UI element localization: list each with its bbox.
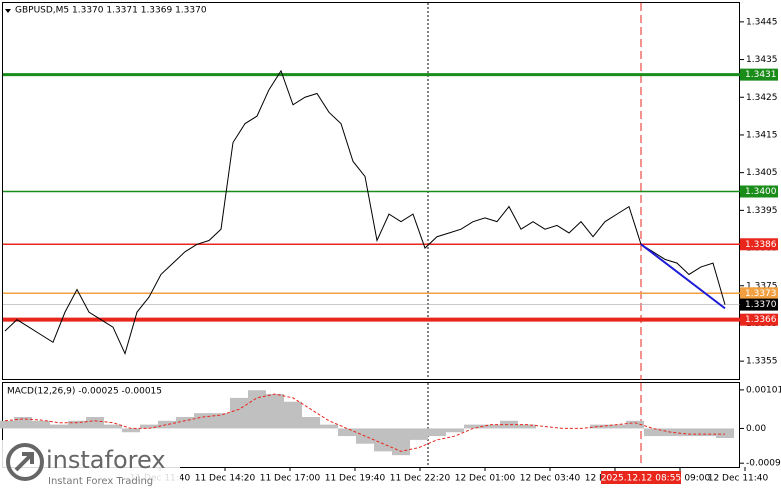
macd-bar [140,424,158,429]
x-tick-label: 12 Dec 03:40 [520,474,581,484]
x-tick-label: 11 Dec 22:20 [390,474,451,484]
x-tick-label: 11 Dec 14:20 [195,474,256,484]
level-label: 1.3370 [745,300,777,310]
x-tick-label: 11 Dec 17:00 [260,474,321,484]
price-line [4,69,726,356]
macd-title: MACD(12,26,9) -0.00025 -0.00015 [7,387,162,397]
macd-bar [50,424,68,429]
macd-bar [176,416,194,429]
y-tick-label: 1.3395 [746,206,778,216]
macd-bar [644,428,662,437]
y-tick-label: -0.00091 [746,459,781,469]
macd-bar [302,416,320,429]
macd-bar [716,428,734,438]
x-tick-label: 11 Dec 19:40 [325,474,386,484]
y-tick-label: 1.3435 [746,55,778,65]
marker-label: 2025.12.12 08:55 [601,474,681,484]
macd-bar [410,428,428,440]
macd-bar [230,397,248,429]
macd-bar [86,416,104,429]
y-tick-label: 1.3355 [746,357,778,367]
y-tick-label: 0.00 [746,424,766,434]
logo-tagline: Instant Forex Trading [48,476,153,487]
trendline [640,243,726,310]
level-tag [740,287,778,300]
macd-bar [122,428,140,433]
x-tick-label: 12 Dec 01:00 [455,474,516,484]
level-label: 1.3431 [745,70,777,80]
header: GBPUSD,M5 1.3370 1.3371 1.3369 1.3370 [15,6,207,16]
macd-bar [428,428,446,437]
signal-line [4,393,725,452]
macd-bar [608,424,626,429]
y-tick-label: 1.3375 [746,281,778,291]
logo-name: instaforex [46,446,166,474]
macd-bar [104,424,122,429]
macd-bar [284,401,302,429]
macd-bar [446,428,464,433]
macd-bar [68,420,86,429]
level-label: 1.3386 [745,240,777,250]
y-tick-label: 1.3445 [746,17,778,27]
macd-bar [464,424,482,429]
level-tag [740,313,778,326]
macd-bar [14,416,32,429]
macd-bar [158,420,176,429]
macd-bar [212,413,230,429]
logo-icon [6,443,44,481]
y-tick-label: 1.3425 [746,93,778,103]
macd-bar [500,420,518,429]
y-tick-label: 1.3415 [746,130,778,140]
y-tick-label: 0.00101 [746,385,781,395]
macd-bar [626,420,644,429]
macd-bar [266,394,284,429]
marker-tag [601,471,681,484]
logo-arrow [14,452,34,472]
macd-bar [680,428,698,437]
menu-arrow [5,9,11,13]
level-label: 1.3400 [745,187,777,197]
macd-bar [590,424,608,429]
macd-bar [392,428,410,456]
macd-bar [338,428,356,437]
x-tick-label: 12 Dec 11:40 [708,474,769,484]
logo: instaforex Instant Forex Trading [2,440,180,487]
macd-bar [32,420,50,429]
level-tag [740,298,778,311]
level-label: 1.3373 [745,289,777,299]
macd-bar [0,420,14,429]
macd-bar [320,424,338,429]
level-tag [740,238,778,251]
macd-bar [482,424,500,429]
macd-bar [374,428,392,452]
level-label: 1.3366 [745,315,777,325]
level-tag [740,68,778,81]
macd-bar [194,413,212,429]
macd-bar [698,428,716,437]
level-tag [740,185,778,198]
macd-bar [248,390,266,429]
y-tick-label: 1.3405 [746,168,778,178]
macd-bar [518,424,536,429]
